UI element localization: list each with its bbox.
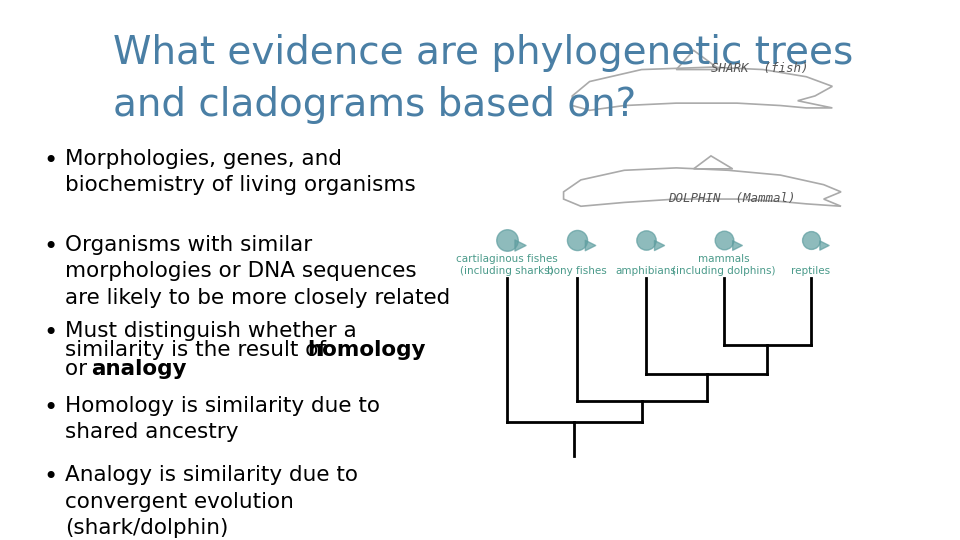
Text: reptiles: reptiles [791, 266, 830, 276]
Text: homology: homology [307, 340, 425, 360]
Point [499, 235, 515, 244]
Text: mammals
(including dolphins): mammals (including dolphins) [672, 254, 776, 276]
Point [803, 235, 818, 244]
Text: Morphologies, genes, and
biochemistry of living organisms: Morphologies, genes, and biochemistry of… [65, 148, 416, 195]
Text: cartilaginous fishes
(including sharks): cartilaginous fishes (including sharks) [456, 254, 558, 276]
Text: Must distinguish whether a: Must distinguish whether a [65, 321, 357, 341]
Text: What evidence are phylogenetic trees: What evidence are phylogenetic trees [112, 33, 853, 72]
Point [638, 235, 654, 244]
Text: and cladograms based on?: and cladograms based on? [112, 86, 636, 124]
Text: bony fishes: bony fishes [546, 266, 607, 276]
Text: DOLPHIN  (Mammal): DOLPHIN (Mammal) [667, 192, 795, 205]
Text: SHARK  (fish): SHARK (fish) [711, 62, 808, 76]
Point [582, 240, 597, 249]
Text: •: • [43, 465, 58, 489]
Point [816, 240, 831, 249]
Text: amphibians: amphibians [615, 266, 677, 276]
Text: •: • [43, 396, 58, 420]
Point [569, 235, 585, 244]
Text: or: or [65, 360, 94, 380]
Text: Analogy is similarity due to
convergent evolution
(shark/dolphin): Analogy is similarity due to convergent … [65, 465, 358, 538]
Text: Organisms with similar
morphologies or DNA sequences
are likely to be more close: Organisms with similar morphologies or D… [65, 235, 450, 308]
Text: similarity is the result of: similarity is the result of [65, 340, 333, 360]
Text: •: • [43, 321, 58, 346]
Text: •: • [43, 235, 58, 259]
Text: analogy: analogy [91, 360, 186, 380]
Point [730, 240, 745, 249]
Point [513, 240, 528, 249]
Text: •: • [43, 148, 58, 173]
Point [651, 240, 666, 249]
Text: Homology is similarity due to
shared ancestry: Homology is similarity due to shared anc… [65, 396, 380, 442]
Point [716, 235, 732, 244]
